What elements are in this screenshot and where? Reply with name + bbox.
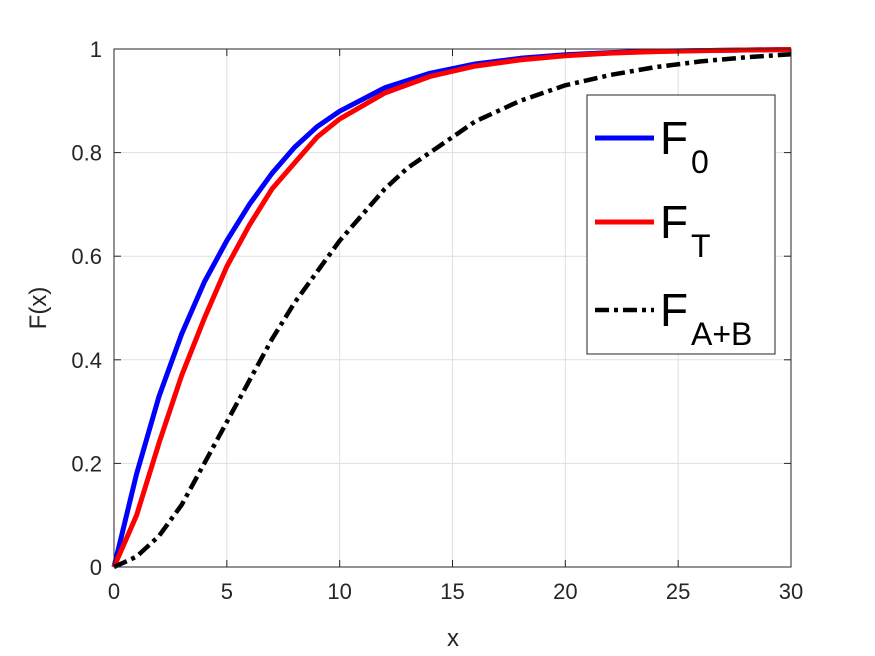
series-line-FA+B (113, 51, 792, 570)
x-tick-label: 10 (327, 579, 351, 604)
legend-label-FT: F (660, 196, 688, 248)
x-axis-title: x (447, 625, 459, 652)
y-tick-label: 0.6 (71, 244, 102, 269)
y-tick-label: 0 (90, 555, 102, 580)
y-tick-label: 0.2 (71, 451, 102, 476)
legend-label-F0: F (660, 112, 688, 164)
x-tick-label: 0 (108, 579, 120, 604)
y-tick-label: 0.8 (71, 141, 102, 166)
series-lines (111, 47, 792, 570)
legend-label-FA+B: F (660, 284, 688, 336)
y-tick-labels: 0 0.2 0.4 0.6 0.8 1 (71, 37, 102, 580)
legend: F 0F TF A+B (586, 94, 776, 355)
legend-subscript-FT: T (691, 228, 711, 264)
y-axis-title: F(x) (25, 287, 52, 330)
x-tick-label: 15 (440, 579, 464, 604)
y-tick-label: 1 (90, 37, 102, 62)
series-line-FT (111, 47, 792, 568)
y-tick-label: 0.4 (71, 348, 102, 373)
x-tick-labels: 0 5 10 15 20 25 30 (108, 579, 803, 604)
x-tick-label: 25 (666, 579, 690, 604)
x-tick-label: 30 (779, 579, 803, 604)
ticks (113, 48, 792, 568)
x-tick-label: 20 (553, 579, 577, 604)
x-tick-label: 5 (221, 579, 233, 604)
legend-subscript-FA+B: A+B (691, 316, 752, 352)
legend-subscript-F0: 0 (691, 144, 709, 180)
